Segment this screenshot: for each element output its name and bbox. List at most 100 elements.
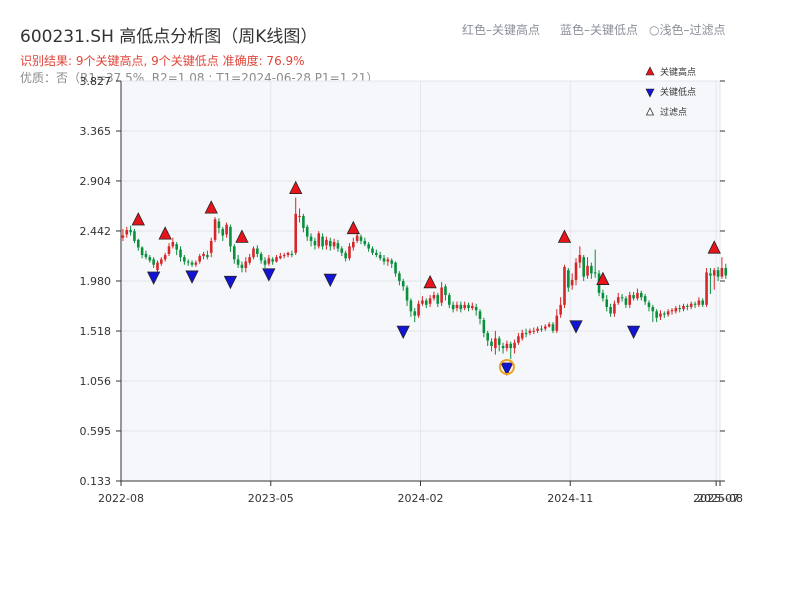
candle-body [705,272,708,305]
candle-body [651,306,655,312]
candle-body [532,330,536,332]
candle-body [678,308,681,310]
candle-body [352,242,355,248]
candle-body [271,259,274,262]
candle-body [317,233,321,247]
candle-body [325,239,328,246]
candle-body [497,338,501,345]
key-low-marker [626,325,641,340]
candle-body [221,229,225,236]
candle-body [321,236,324,247]
candle-body [659,313,662,317]
candle-body [371,248,374,253]
candle-body [336,243,340,249]
candle-body [570,279,574,286]
candle-body [213,219,217,240]
candle-body [689,303,693,307]
candle-body [398,273,401,281]
candle-body [175,244,178,250]
candle-body [674,308,678,312]
candle-body [367,244,370,249]
filtered-point-ring [498,358,515,375]
candle-body [616,297,620,303]
candle-body [440,287,443,303]
legend-label: 过滤点 [660,106,687,118]
candle-body [593,272,597,274]
candle-body [160,259,163,264]
top-legend-light: ○浅色–过滤点 [649,23,726,37]
candle-body [186,261,190,263]
candle-body [670,310,674,312]
candle-body [712,270,716,276]
candle-body [697,300,701,305]
candle-body [486,332,489,341]
key-low-marker [146,271,161,285]
candle-body [156,262,159,271]
candle-body [217,221,221,228]
candle-body [605,299,609,307]
candle-body [455,304,459,309]
candle-body [236,259,240,265]
x-tick-label: 2025-07 [693,492,739,505]
key-high-marker [557,229,572,243]
candle-body [282,255,286,257]
recognition-result: 识别结果: 9个关键高点, 9个关键低点 准确度: 76.9% [20,54,305,68]
key-high-marker [235,229,249,243]
candle-body [474,306,478,311]
candle-body [240,264,244,269]
candle-body [152,259,155,265]
legend-high-icon [645,66,655,76]
candle-body [444,286,447,296]
candle-body [244,261,248,269]
candle-body [632,295,635,299]
candle-body [693,303,697,305]
legend-label: 关键低点 [660,86,696,98]
candle-body [405,287,409,301]
candle-body [471,305,474,309]
candle-body [225,224,228,235]
key-low-marker [569,320,583,334]
candle-body [424,300,428,305]
candle-body [609,306,612,314]
candle-body [140,247,144,256]
candle-body [547,324,551,327]
candle-body [144,253,148,258]
candle-body [394,262,397,274]
candle-body [432,295,436,299]
candle-body [279,256,282,259]
candle-body [163,255,167,260]
candle-body [540,328,543,330]
candle-body [428,298,432,304]
candle-body [421,300,424,304]
candle-body [701,300,705,305]
candle-body [451,304,455,310]
key-high-marker [346,220,360,235]
candle-body [390,260,394,264]
candle-body [590,265,593,274]
candle-body [290,253,294,256]
candle-body [198,256,202,262]
key-low-marker [396,325,410,340]
candle-body [375,252,378,256]
candle-body [720,268,724,277]
candle-body [655,311,658,318]
key-high-marker [131,212,145,226]
candle-body [256,248,259,254]
axes: 0.133 0.595 1.056 1.518 1.980 2.442 2.904 3.365… [80,75,743,505]
candle-body [624,298,628,305]
legend-filtered-icon [645,107,655,116]
candle-body [513,342,516,349]
x-tick-label: 2024-11 [547,492,593,505]
candle-body [232,246,236,260]
candle-body [302,216,305,228]
candle-body [551,324,555,331]
candle-body [567,270,570,288]
candle-body [463,304,466,309]
candle-body [179,249,182,258]
candle-body [636,292,639,299]
candle-body [447,295,451,305]
candle-body [601,292,605,299]
candle-body [536,328,539,331]
y-tick-label: 1.518 [80,325,112,338]
candle-body [543,326,547,329]
